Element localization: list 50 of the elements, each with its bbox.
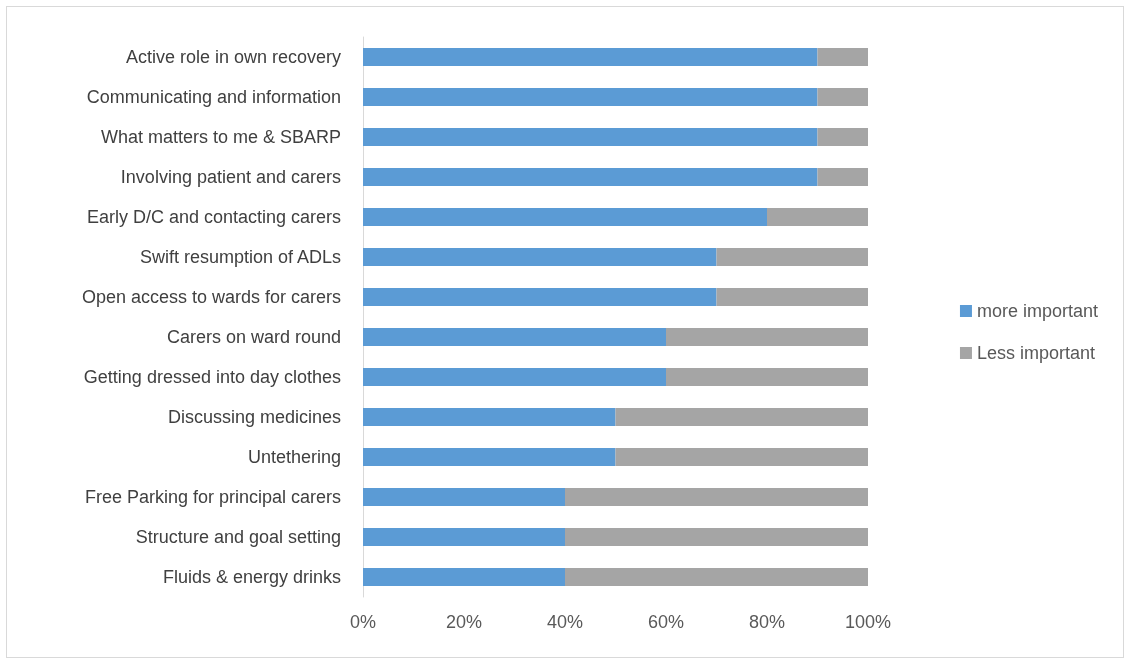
x-tick-label: 20% [445,612,483,632]
bar [363,88,818,106]
x-tick-label: 80% [748,612,786,632]
bar [363,408,616,426]
bar [817,88,868,106]
bar [363,368,666,386]
y-tick-label: Active role in own recovery [125,47,341,67]
bar [363,208,767,226]
bar [363,248,717,266]
bar [363,568,565,586]
y-tick-label: Early D/C and contacting carers [86,207,341,227]
bar [615,408,868,426]
x-tick-label: 100% [844,612,892,632]
bar [565,568,868,586]
x-tick-label: 0% [349,612,377,632]
bar [363,528,565,546]
y-tick-label: What matters to me & SBARP [100,127,341,147]
bar [363,168,818,186]
x-tick-label: 40% [546,612,584,632]
bar [363,448,616,466]
bar [363,288,717,306]
bar [666,368,868,386]
y-tick-label: Getting dressed into day clothes [83,367,341,387]
x-tick-label: 60% [647,612,685,632]
y-tick-label: Open access to wards for carers [81,287,341,307]
bar [565,488,868,506]
bar [615,448,868,466]
y-tick-label: Untethering [247,447,341,467]
bar [565,528,868,546]
y-tick-label: Communicating and information [86,87,341,107]
bar [666,328,868,346]
bar [363,48,818,66]
y-tick-label: Swift resumption of ADLs [139,247,341,267]
y-tick-label: Structure and goal setting [135,527,341,547]
y-tick-label: Free Parking for principal carers [84,487,341,507]
bar [817,128,868,146]
bar [716,248,868,266]
bar [716,288,868,306]
bar [817,48,868,66]
y-tick-label: Fluids & energy drinks [162,567,341,587]
bar [363,128,818,146]
legend-label: more important [976,301,1098,321]
bar [363,488,565,506]
bar [767,208,868,226]
y-tick-label: Carers on ward round [166,327,341,347]
bar [817,168,868,186]
legend-label: Less important [976,343,1096,363]
y-tick-label: Involving patient and carers [120,167,341,187]
y-tick-label: Discussing medicines [167,407,341,427]
bar [363,328,666,346]
